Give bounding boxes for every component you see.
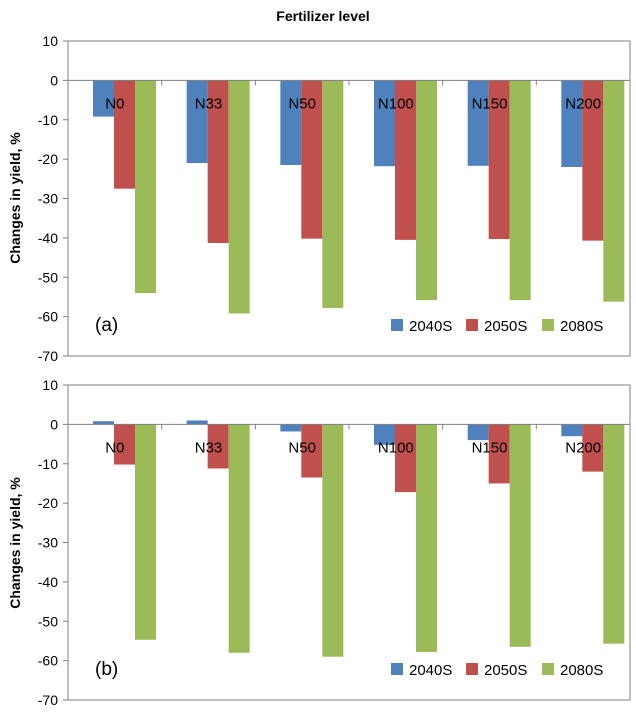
legend-swatch-2050S bbox=[466, 319, 478, 331]
x-category-label: N100 bbox=[378, 439, 414, 456]
bar-2050S-N150 bbox=[488, 80, 510, 240]
bar-2050S-N33 bbox=[207, 424, 229, 469]
bar-2080S-N50 bbox=[322, 80, 344, 308]
y-tick-label: 0 bbox=[50, 72, 58, 88]
bar-2040S-N150 bbox=[467, 424, 489, 441]
x-category-label: N0 bbox=[105, 439, 124, 456]
bar-2040S-N33 bbox=[186, 80, 208, 164]
bar-2050S-N200 bbox=[582, 424, 604, 472]
x-category-label: N50 bbox=[288, 95, 316, 112]
y-tick-label: -20 bbox=[38, 151, 58, 167]
y-tick-label: -70 bbox=[38, 692, 58, 708]
bar-2080S-N33 bbox=[228, 424, 250, 653]
bar-2050S-N0 bbox=[114, 80, 135, 189]
y-tick-label: -60 bbox=[38, 653, 58, 669]
x-category-label: N0 bbox=[105, 95, 124, 112]
y-tick-label: -60 bbox=[38, 309, 58, 325]
panel-label: (b) bbox=[95, 659, 118, 680]
figure-title: Fertilizer level bbox=[276, 8, 369, 24]
bar-2050S-N200 bbox=[582, 80, 604, 241]
y-tick-label: -20 bbox=[38, 495, 58, 511]
x-category-label: N150 bbox=[472, 95, 508, 112]
bar-2040S-N0 bbox=[93, 421, 114, 425]
y-tick-label: -10 bbox=[38, 456, 58, 472]
bar-2040S-N33 bbox=[186, 420, 208, 425]
y-tick-label: 10 bbox=[42, 377, 58, 393]
bar-2040S-N50 bbox=[280, 80, 302, 166]
bar-2050S-N0 bbox=[114, 424, 135, 465]
bar-2040S-N150 bbox=[467, 80, 489, 166]
bar-2050S-N100 bbox=[395, 424, 416, 493]
y-tick-label: 10 bbox=[42, 33, 58, 49]
bar-2040S-N200 bbox=[561, 424, 583, 437]
x-category-label: N33 bbox=[195, 95, 223, 112]
legend-label: 2050S bbox=[484, 318, 527, 335]
x-category-label: N50 bbox=[288, 439, 316, 456]
y-tick-label: -40 bbox=[38, 574, 58, 590]
bar-2050S-N150 bbox=[488, 424, 510, 484]
bar-2040S-N0 bbox=[93, 80, 114, 117]
bar-2080S-N0 bbox=[135, 80, 156, 293]
y-tick-label: -50 bbox=[38, 613, 58, 629]
bar-2050S-N100 bbox=[395, 80, 416, 240]
bar-2050S-N50 bbox=[301, 80, 323, 239]
bar-2080S-N100 bbox=[416, 424, 437, 652]
x-category-label: N100 bbox=[378, 95, 414, 112]
bar-2080S-N200 bbox=[603, 424, 625, 644]
legend-label: 2040S bbox=[409, 662, 452, 679]
y-axis-title: Changes in yield, % bbox=[7, 132, 23, 264]
x-category-label: N33 bbox=[195, 439, 223, 456]
bar-2040S-N100 bbox=[374, 424, 395, 445]
legend-swatch-2040S bbox=[391, 319, 403, 331]
bar-2080S-N150 bbox=[509, 80, 531, 301]
bar-2080S-N33 bbox=[228, 80, 250, 314]
bar-2080S-N0 bbox=[135, 424, 156, 640]
legend-swatch-2050S bbox=[466, 663, 478, 675]
legend-swatch-2080S bbox=[542, 663, 554, 675]
y-tick-label: -10 bbox=[38, 112, 58, 128]
legend-label: 2040S bbox=[409, 318, 452, 335]
legend-label: 2080S bbox=[560, 318, 603, 335]
legend-label: 2080S bbox=[560, 662, 603, 679]
y-tick-label: 0 bbox=[50, 416, 58, 432]
bar-2050S-N50 bbox=[301, 424, 323, 478]
y-tick-label: -30 bbox=[38, 191, 58, 207]
bar-2050S-N33 bbox=[207, 80, 229, 243]
x-category-label: N200 bbox=[565, 95, 601, 112]
bar-2040S-N50 bbox=[280, 424, 302, 432]
chart-panel-a: 10 0 -10 -20 -30 -40 -50 -60 -70 Changes in yield… bbox=[7, 33, 631, 364]
x-category-label: N200 bbox=[565, 439, 601, 456]
bar-2080S-N150 bbox=[509, 424, 531, 647]
chart-panel-b: 10 0 -10 -20 -30 -40 -50 -60 -70 Changes in yield… bbox=[7, 377, 631, 708]
x-category-label: N150 bbox=[472, 439, 508, 456]
y-tick-label: -40 bbox=[38, 230, 58, 246]
y-tick-label: -70 bbox=[38, 348, 58, 364]
bar-2040S-N100 bbox=[374, 80, 395, 167]
bar-2080S-N200 bbox=[603, 80, 625, 302]
bar-2080S-N50 bbox=[322, 424, 344, 657]
bar-2040S-N200 bbox=[561, 80, 583, 167]
legend-swatch-2080S bbox=[542, 319, 554, 331]
y-tick-label: -30 bbox=[38, 535, 58, 551]
panel-label: (a) bbox=[95, 315, 118, 336]
legend-label: 2050S bbox=[484, 662, 527, 679]
legend-swatch-2040S bbox=[391, 663, 403, 675]
y-axis-title: Changes in yield, % bbox=[7, 477, 23, 609]
y-tick-label: -50 bbox=[38, 269, 58, 285]
bar-2080S-N100 bbox=[416, 80, 437, 301]
